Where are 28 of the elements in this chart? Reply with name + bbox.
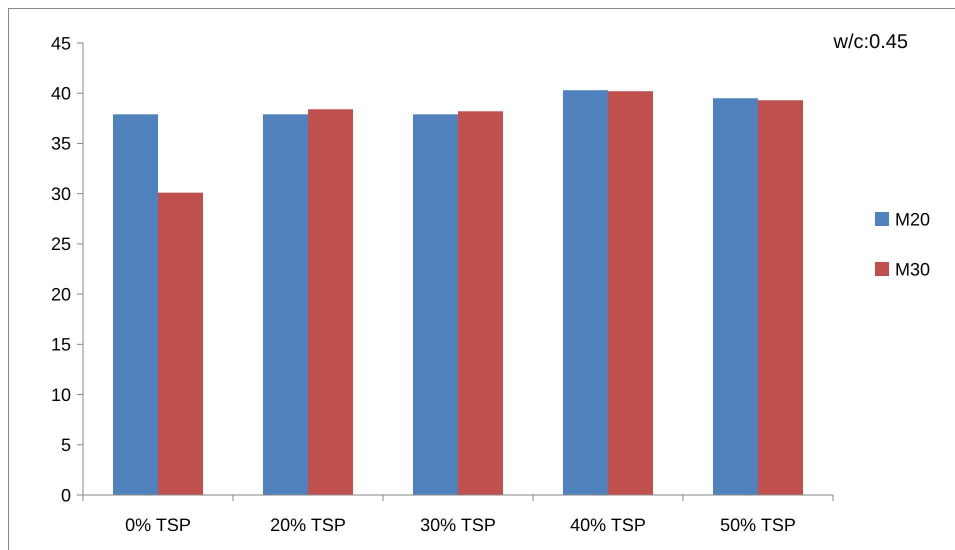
y-tick-label: 0 (60, 485, 71, 506)
y-tick-label: 40 (50, 84, 71, 104)
x-tick-label: 0% TSP (125, 515, 191, 535)
bar (458, 111, 503, 495)
bar (563, 90, 608, 495)
legend-label: M30 (895, 259, 930, 280)
bar (758, 100, 803, 495)
y-tick-label: 35 (50, 134, 71, 154)
y-tick-label: 15 (50, 334, 71, 355)
y-tick-label: 30 (50, 184, 71, 204)
bar (608, 91, 653, 495)
y-tick-label: 5 (60, 435, 71, 456)
bar (308, 109, 353, 495)
x-tick-label: 40% TSP (570, 515, 646, 535)
text: w/c:0.45 (832, 31, 908, 53)
bar (158, 192, 203, 495)
x-tick-label: 20% TSP (270, 515, 346, 535)
bar (263, 114, 308, 495)
x-tick-label: 50% TSP (720, 515, 796, 535)
legend-label: M20 (895, 209, 930, 230)
y-tick-label: 20 (50, 284, 71, 304)
x-tick-label: 30% TSP (420, 515, 496, 535)
bar (113, 114, 158, 495)
y-tick-label: 10 (50, 384, 71, 405)
bar (713, 98, 758, 495)
bar (413, 114, 458, 495)
y-tick-label: 25 (50, 234, 71, 254)
y-tick-label: 45 (50, 33, 71, 54)
